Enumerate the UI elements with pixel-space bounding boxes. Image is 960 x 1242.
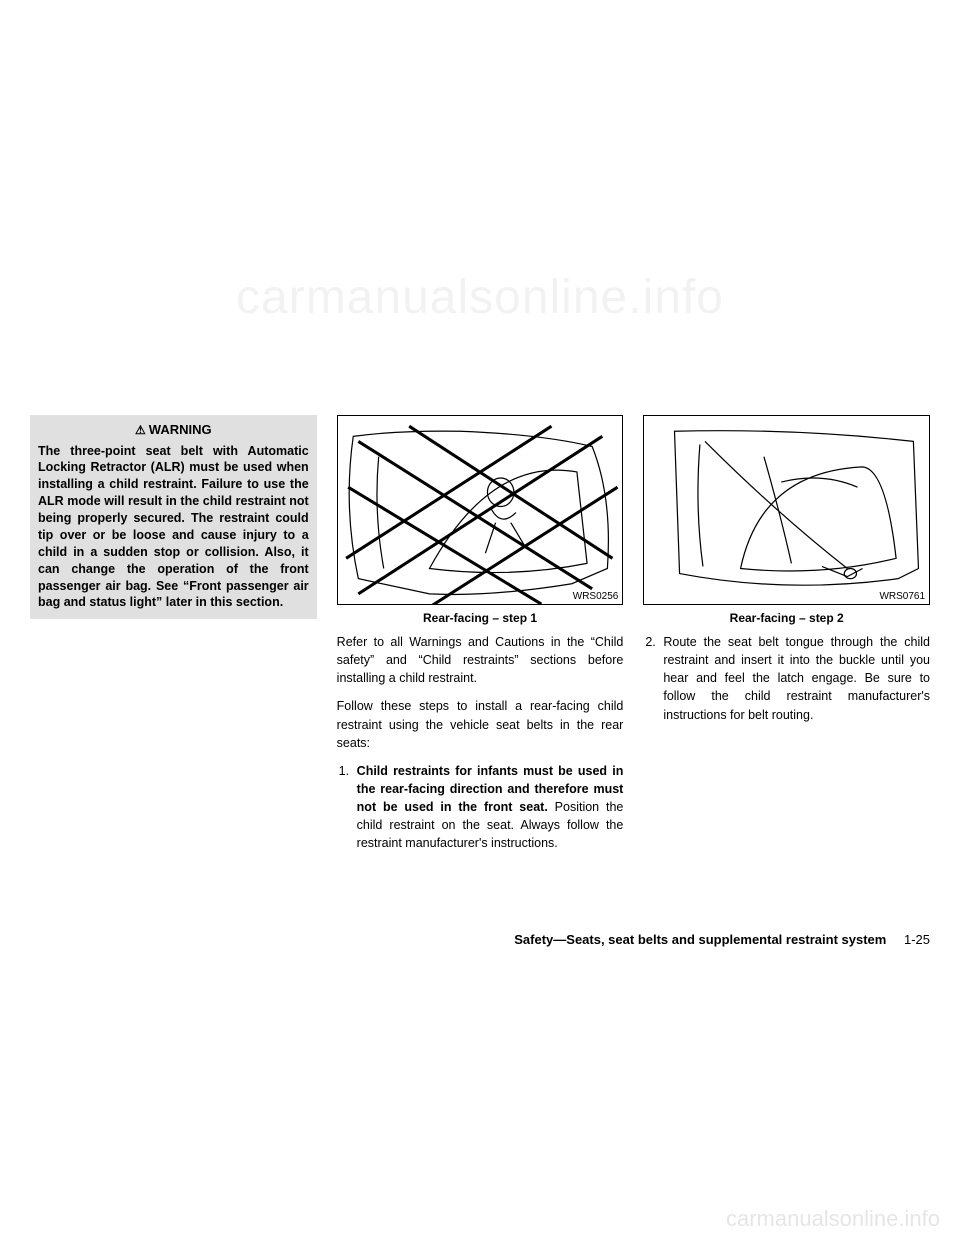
step-1-number: 1. <box>339 762 349 780</box>
warning-header: WARNING <box>38 421 309 439</box>
watermark-bottom: carmanualsonline.info <box>726 1206 940 1232</box>
seat-sketch-2 <box>644 416 929 605</box>
warning-text: The three-point seat belt with Automatic… <box>38 443 309 612</box>
col2-para2: Follow these steps to install a rear-fac… <box>337 697 624 751</box>
page-footer: Safety—Seats, seat belts and supplementa… <box>514 932 930 947</box>
step-1-item: 1. Child restraints for infants must be … <box>337 762 624 853</box>
step-2-item: 2. Route the seat belt tongue through th… <box>643 633 930 724</box>
column-1: WARNING The three-point seat belt with A… <box>30 415 317 852</box>
footer-section: Safety—Seats, seat belts and supplementa… <box>514 932 886 947</box>
footer-page-number: 1-25 <box>904 932 930 947</box>
figure-step-2: WRS0761 <box>643 415 930 605</box>
page-content: WARNING The three-point seat belt with A… <box>30 415 930 852</box>
figure-code-1: WRS0256 <box>573 591 619 602</box>
column-3: WRS0761 Rear-facing – step 2 2. Route th… <box>643 415 930 852</box>
step-2-text: Route the seat belt tongue through the c… <box>663 635 930 722</box>
warning-box: WARNING The three-point seat belt with A… <box>30 415 317 619</box>
caption-step-1: Rear-facing – step 1 <box>337 611 624 625</box>
figure-code-2: WRS0761 <box>879 591 925 602</box>
figure-step-1: WRS0256 <box>337 415 624 605</box>
seat-sketch-1 <box>338 416 623 605</box>
step-2-number: 2. <box>645 633 655 651</box>
caption-step-2: Rear-facing – step 2 <box>643 611 930 625</box>
col2-para1: Refer to all Warnings and Cautions in th… <box>337 633 624 687</box>
column-2: WRS0256 Rear-facing – step 1 Refer to al… <box>337 415 624 852</box>
watermark-top: carmanualsonline.info <box>0 270 960 325</box>
